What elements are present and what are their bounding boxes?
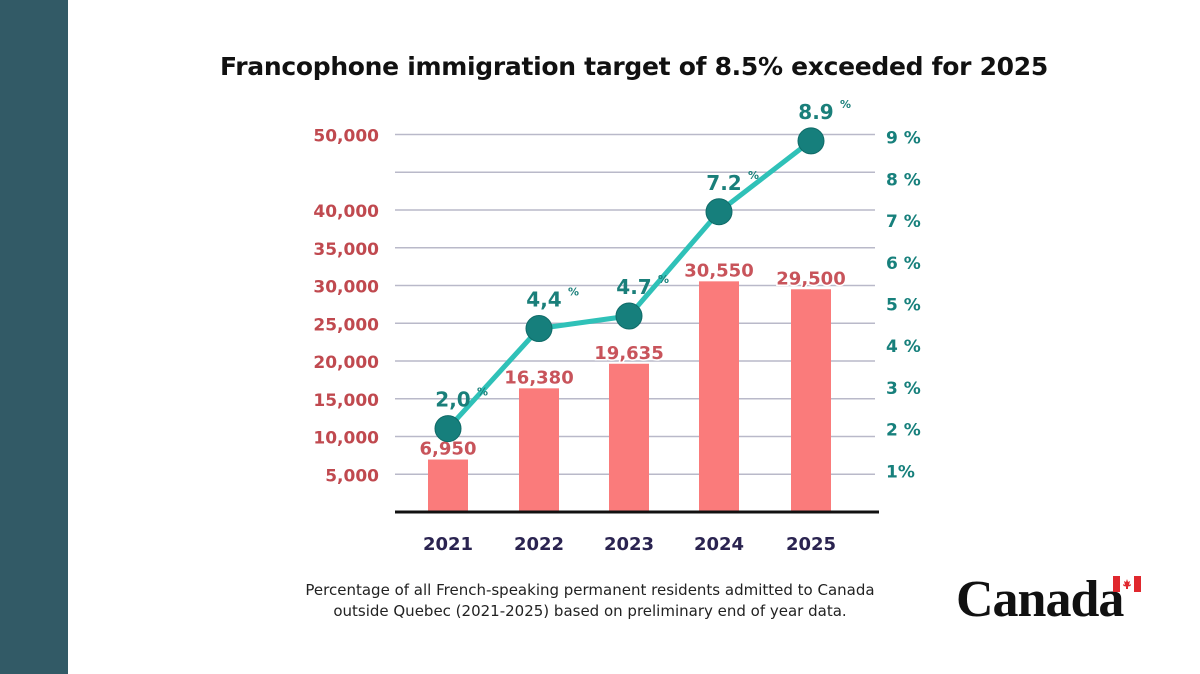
line-marker-2022 (525, 315, 553, 343)
x-axis-label-2023: 2023 (604, 534, 654, 555)
bar-value-label-2025: 29,500 (776, 268, 845, 289)
x-axis-label-2021: 2021 (423, 534, 473, 555)
x-axis-label-2025: 2025 (786, 534, 836, 555)
left-axis-tick-label: 20,000 (313, 353, 379, 373)
left-axis-tick-label: 30,000 (313, 278, 379, 298)
x-axis-label-2024: 2024 (694, 534, 744, 555)
right-axis-tick-label: 1% (886, 462, 915, 482)
bar-value-label-2021: 6,950 (420, 439, 477, 460)
left-axis-tick-label: 40,000 (313, 202, 379, 222)
line-marker-2021 (434, 415, 462, 443)
bar-2024 (699, 281, 739, 512)
right-axis-tick-label: 4 % (886, 337, 921, 357)
left-axis-tick-label: 10,000 (313, 429, 379, 449)
right-axis-tick-label: 9 % (886, 129, 921, 149)
footnote-line-2: outside Quebec (2021-2025) based on prel… (333, 602, 847, 620)
bar-2023 (609, 363, 649, 512)
line-value-suffix-2023: % (658, 273, 669, 286)
sidebar-band (0, 0, 68, 674)
left-axis-tick-label: 35,000 (313, 240, 379, 260)
line-value-suffix-2025: % (840, 98, 851, 111)
bar-value-label-2024: 30,550 (684, 260, 753, 281)
line-value-suffix-2024: % (748, 169, 759, 182)
right-axis-tick-label: 8 % (886, 170, 921, 190)
line-value-label-2022: 4,4 (526, 288, 561, 312)
left-axis-tick-label: 5,000 (325, 466, 379, 486)
line-value-suffix-2021: % (477, 386, 488, 399)
bar-2022 (519, 388, 559, 512)
right-axis-tick-label: 5 % (886, 296, 921, 316)
left-axis-tick-label: 15,000 (313, 391, 379, 411)
x-axis-label-2022: 2022 (514, 534, 564, 555)
line-value-label-2025: 8.9 (798, 100, 833, 124)
bar-value-label-2023: 19,635 (594, 343, 663, 364)
left-axis-tick-label: 50,000 (313, 127, 379, 147)
line-value-label-2024: 7.2 (706, 171, 741, 195)
chart-title: Francophone immigration target of 8.5% e… (220, 52, 1048, 81)
canada-flag-icon (1113, 576, 1141, 592)
line-marker-2025 (797, 127, 825, 155)
line-marker-2023 (615, 302, 643, 330)
line-value-label-2021: 2,0 (435, 388, 470, 412)
right-axis-tick-label: 3 % (886, 379, 921, 399)
footnote-line-1: Percentage of all French-speaking perman… (305, 581, 875, 599)
right-axis-tick-label: 2 % (886, 421, 921, 441)
right-axis-tick-label: 6 % (886, 254, 921, 274)
footnote: Percentage of all French-speaking perman… (290, 580, 890, 622)
left-axis-tick-label: 25,000 (313, 315, 379, 335)
right-axis-tick-label: 7 % (886, 212, 921, 232)
bar-2025 (791, 289, 831, 512)
line-value-label-2023: 4.7 (616, 275, 651, 299)
line-value-suffix-2022: % (568, 286, 579, 299)
bar-value-label-2022: 16,380 (504, 367, 573, 388)
canada-wordmark: Canada (956, 571, 1124, 628)
line-marker-2024 (705, 198, 733, 226)
bar-2021 (428, 459, 468, 512)
